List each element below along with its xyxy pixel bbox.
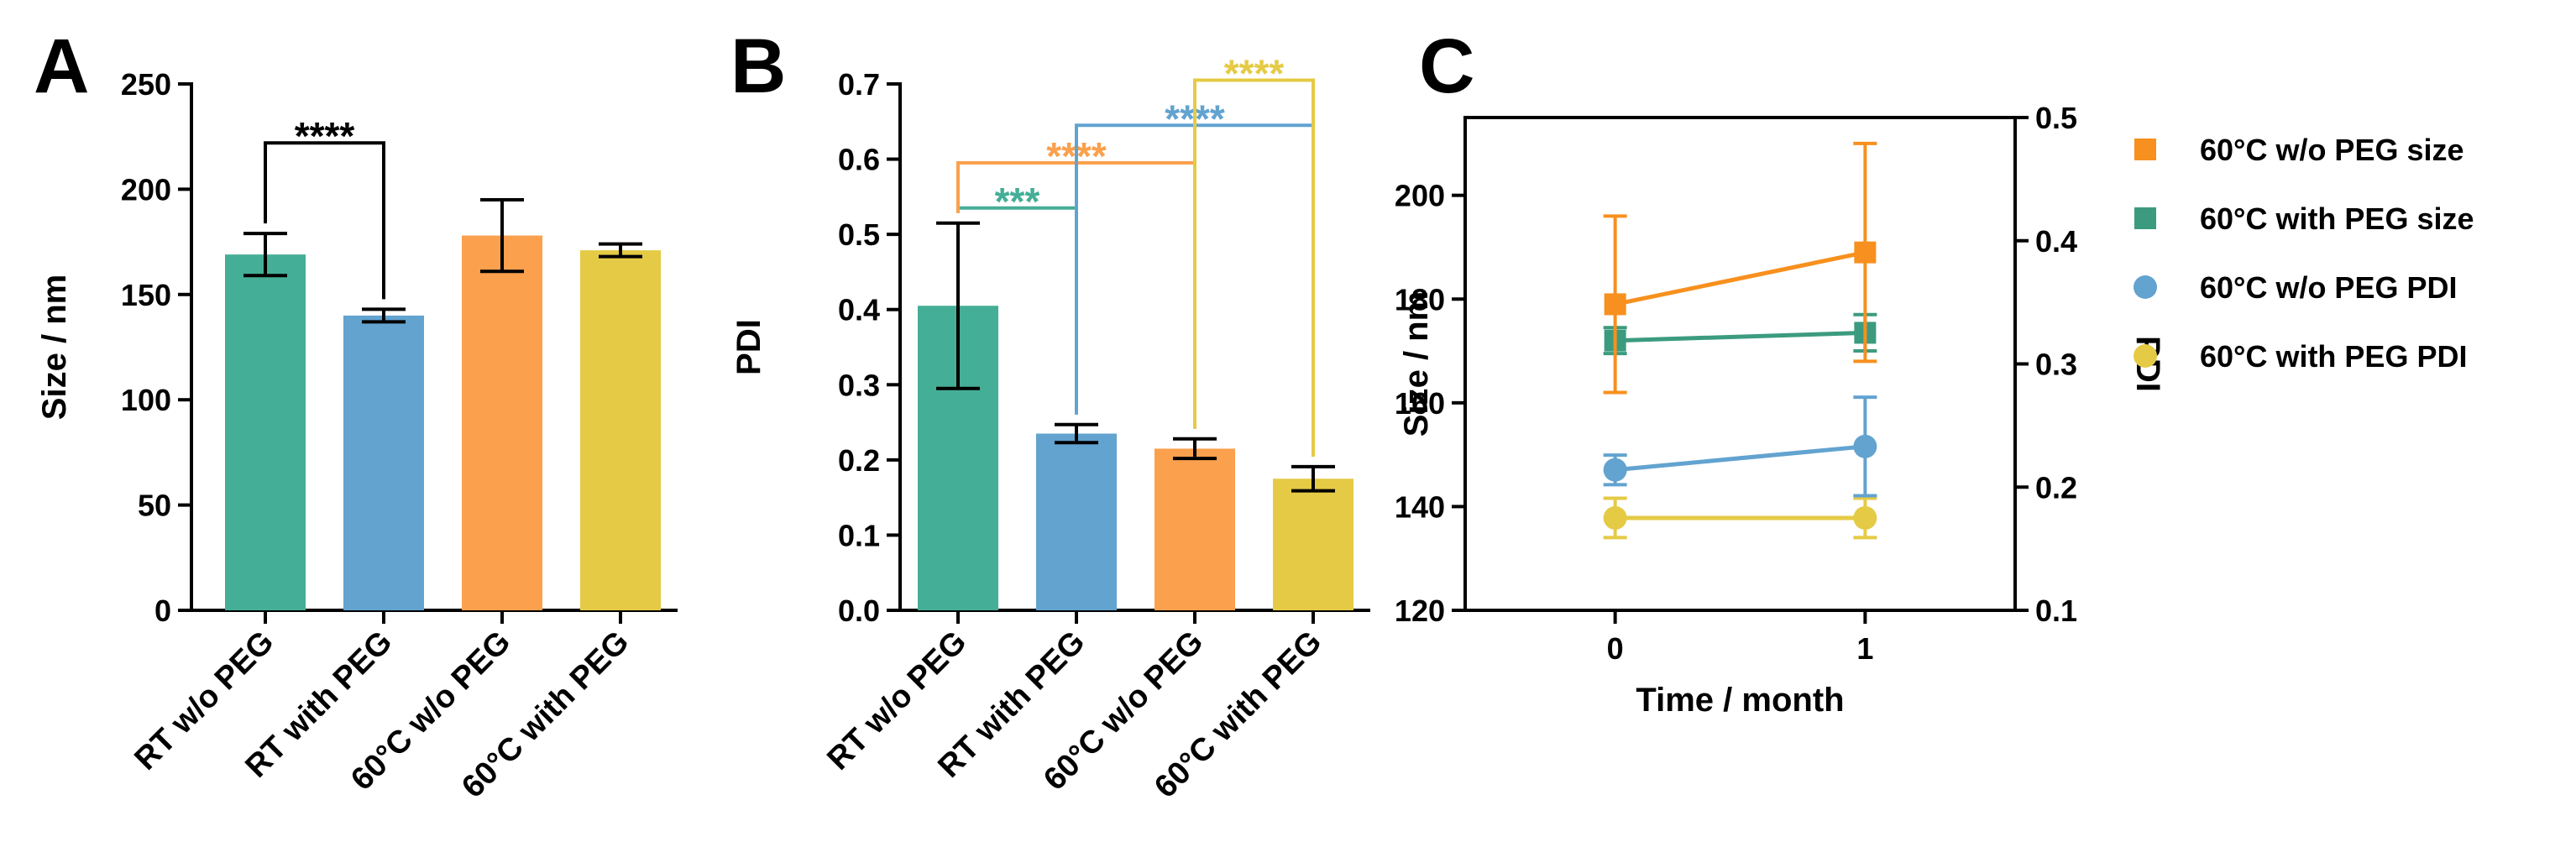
series-line [1615, 250, 1866, 306]
y-tick-label: 0.1 [838, 518, 880, 552]
y2-tick-label: 0.2 [2035, 470, 2077, 505]
data-point [1854, 241, 1877, 264]
legend: 60°C w/o PEG size 60°C with PEG size 60°C … [2134, 133, 2474, 374]
bar [1273, 479, 1353, 610]
legend-label: 60°C with PEG size [2200, 201, 2474, 236]
legend-marker [2134, 275, 2157, 299]
bar [343, 315, 424, 610]
panel-letter: C [1419, 24, 1474, 109]
data-point [1604, 293, 1626, 316]
bar [462, 235, 542, 610]
legend-label: 60°C w/o PEG PDI [2200, 270, 2457, 305]
y-tick-label: 150 [121, 278, 171, 312]
series [1603, 395, 1877, 498]
y-tick-label: 160 [1395, 386, 1445, 421]
y-tick-label: 0.5 [838, 217, 880, 252]
y-tick-label: 50 [138, 489, 171, 523]
significance-stars: **** [295, 114, 355, 158]
data-point [1603, 505, 1627, 530]
y-tick-label: 0 [154, 594, 171, 628]
x-tick-label: 1 [1856, 631, 1873, 666]
significance-bracket [1193, 78, 1315, 457]
y2-tick-label: 0.1 [2035, 594, 2077, 628]
series [1603, 141, 1877, 395]
bar [1154, 448, 1235, 610]
bar [1036, 433, 1117, 610]
significance-stars: *** [995, 180, 1040, 223]
legend-label: 60°C with PEG PDI [2200, 339, 2467, 374]
series-line [1615, 444, 1866, 473]
series [1603, 312, 1877, 356]
y-tick-label: 0.6 [838, 143, 880, 177]
y-tick-label: 0.7 [838, 67, 880, 102]
y-tick-label: 200 [1395, 179, 1445, 213]
y-tick-label: 100 [121, 383, 171, 417]
y-axis-label: Size / nm [36, 275, 73, 420]
y-tick-label: 140 [1395, 489, 1445, 524]
y-tick-label: 180 [1395, 282, 1445, 316]
y2-tick-label: 0.5 [2035, 101, 2077, 135]
y2-tick-label: 0.4 [2035, 224, 2077, 259]
bar [580, 250, 661, 610]
legend-marker [2134, 344, 2157, 368]
panel-c: C 120 140 160 180 200 0.1 0.2 0.3 0.4 0.5 0 1 Size / … [1395, 24, 2474, 719]
significance-bracket [264, 141, 385, 300]
y-tick-label: 0.4 [838, 293, 880, 327]
y-tick-label: 250 [121, 67, 171, 102]
y-axis-label: Size / nm [1398, 291, 1435, 437]
legend-marker [2134, 139, 2156, 160]
data-point [1853, 505, 1877, 530]
data-point [1603, 458, 1627, 482]
y-tick-label: 120 [1395, 594, 1445, 628]
significance-stars: **** [1224, 52, 1285, 96]
series-line [1615, 330, 1866, 343]
legend-label: 60°C w/o PEG size [2200, 133, 2464, 167]
legend-marker [2134, 207, 2156, 229]
x-axis-label: Time / month [1636, 682, 1844, 719]
data-point [1853, 434, 1877, 458]
series [1603, 496, 1877, 540]
panel-letter: B [730, 24, 786, 109]
panel-letter: A [34, 24, 89, 109]
plot-frame [1463, 116, 2017, 612]
y-tick-label: 200 [121, 172, 171, 207]
y-tick-label: 0.3 [838, 368, 880, 402]
y-axis-label: PDI [730, 319, 767, 375]
y-tick-label: 0.0 [838, 594, 880, 628]
x-tick-label: 0 [1607, 631, 1624, 666]
y2-tick-label: 0.3 [2035, 348, 2077, 382]
y-tick-label: 0.2 [838, 443, 880, 478]
bar [225, 254, 306, 610]
